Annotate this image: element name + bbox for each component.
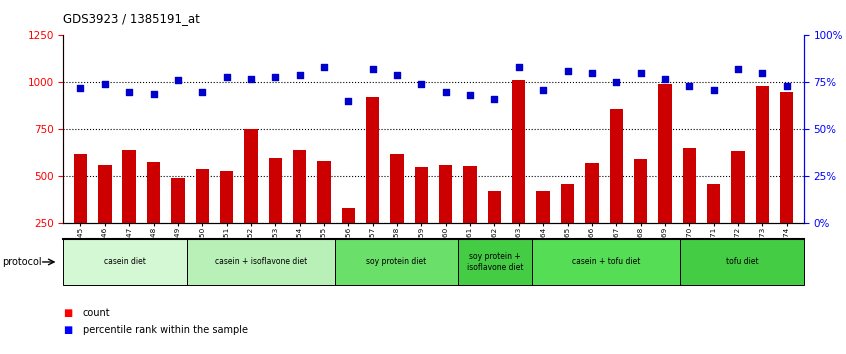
Bar: [98, 165, 112, 270]
Bar: [488, 191, 501, 270]
Bar: [366, 97, 379, 270]
Point: [415, 81, 428, 87]
Bar: [63, 239, 187, 285]
Point: [780, 83, 794, 89]
Bar: [342, 208, 355, 270]
Point: [512, 64, 525, 70]
Point: [561, 68, 574, 74]
Point: [707, 87, 721, 93]
Bar: [123, 150, 136, 270]
Text: ■: ■: [63, 308, 73, 318]
Bar: [532, 239, 680, 285]
Text: casein + tofu diet: casein + tofu diet: [572, 257, 640, 267]
Text: count: count: [83, 308, 111, 318]
Point: [585, 70, 599, 76]
Point: [123, 89, 136, 95]
Bar: [707, 184, 720, 270]
Point: [731, 66, 744, 72]
Bar: [780, 92, 794, 270]
Text: casein + isoflavone diet: casein + isoflavone diet: [215, 257, 307, 267]
Point: [464, 93, 477, 98]
Bar: [415, 167, 428, 270]
Bar: [561, 184, 574, 270]
Bar: [390, 154, 404, 270]
Bar: [195, 169, 209, 270]
Point: [366, 66, 380, 72]
Bar: [293, 150, 306, 270]
Bar: [439, 165, 453, 270]
Point: [268, 74, 282, 80]
Point: [171, 78, 184, 83]
Bar: [683, 148, 696, 270]
Point: [195, 89, 209, 95]
Bar: [317, 161, 331, 270]
Point: [536, 87, 550, 93]
Text: percentile rank within the sample: percentile rank within the sample: [83, 325, 248, 335]
Bar: [585, 163, 599, 270]
Bar: [187, 239, 335, 285]
Point: [609, 79, 623, 85]
Bar: [147, 162, 160, 270]
Bar: [755, 86, 769, 270]
Point: [146, 91, 160, 96]
Text: soy protein +
isoflavone diet: soy protein + isoflavone diet: [467, 252, 524, 272]
Point: [755, 70, 769, 76]
Bar: [459, 239, 532, 285]
Bar: [268, 158, 282, 270]
Point: [244, 76, 258, 81]
Text: GDS3923 / 1385191_at: GDS3923 / 1385191_at: [63, 12, 201, 25]
Point: [390, 72, 404, 78]
Point: [658, 76, 672, 81]
Bar: [74, 154, 87, 270]
Point: [439, 89, 453, 95]
Text: protocol: protocol: [2, 257, 41, 267]
Point: [487, 96, 501, 102]
Text: tofu diet: tofu diet: [726, 257, 758, 267]
Text: soy protein diet: soy protein diet: [366, 257, 426, 267]
Text: casein diet: casein diet: [104, 257, 146, 267]
Bar: [609, 109, 623, 270]
Point: [317, 64, 331, 70]
Point: [683, 83, 696, 89]
Point: [98, 81, 112, 87]
Bar: [244, 129, 258, 270]
Bar: [171, 178, 184, 270]
Bar: [680, 239, 804, 285]
Point: [293, 72, 306, 78]
Point: [220, 74, 233, 80]
Point: [342, 98, 355, 104]
Point: [74, 85, 87, 91]
Bar: [634, 159, 647, 270]
Bar: [731, 151, 744, 270]
Point: [634, 70, 647, 76]
Bar: [536, 191, 550, 270]
Text: ■: ■: [63, 325, 73, 335]
Bar: [512, 80, 525, 270]
Bar: [220, 171, 233, 270]
Bar: [335, 239, 459, 285]
Bar: [464, 166, 477, 270]
Bar: [658, 84, 672, 270]
